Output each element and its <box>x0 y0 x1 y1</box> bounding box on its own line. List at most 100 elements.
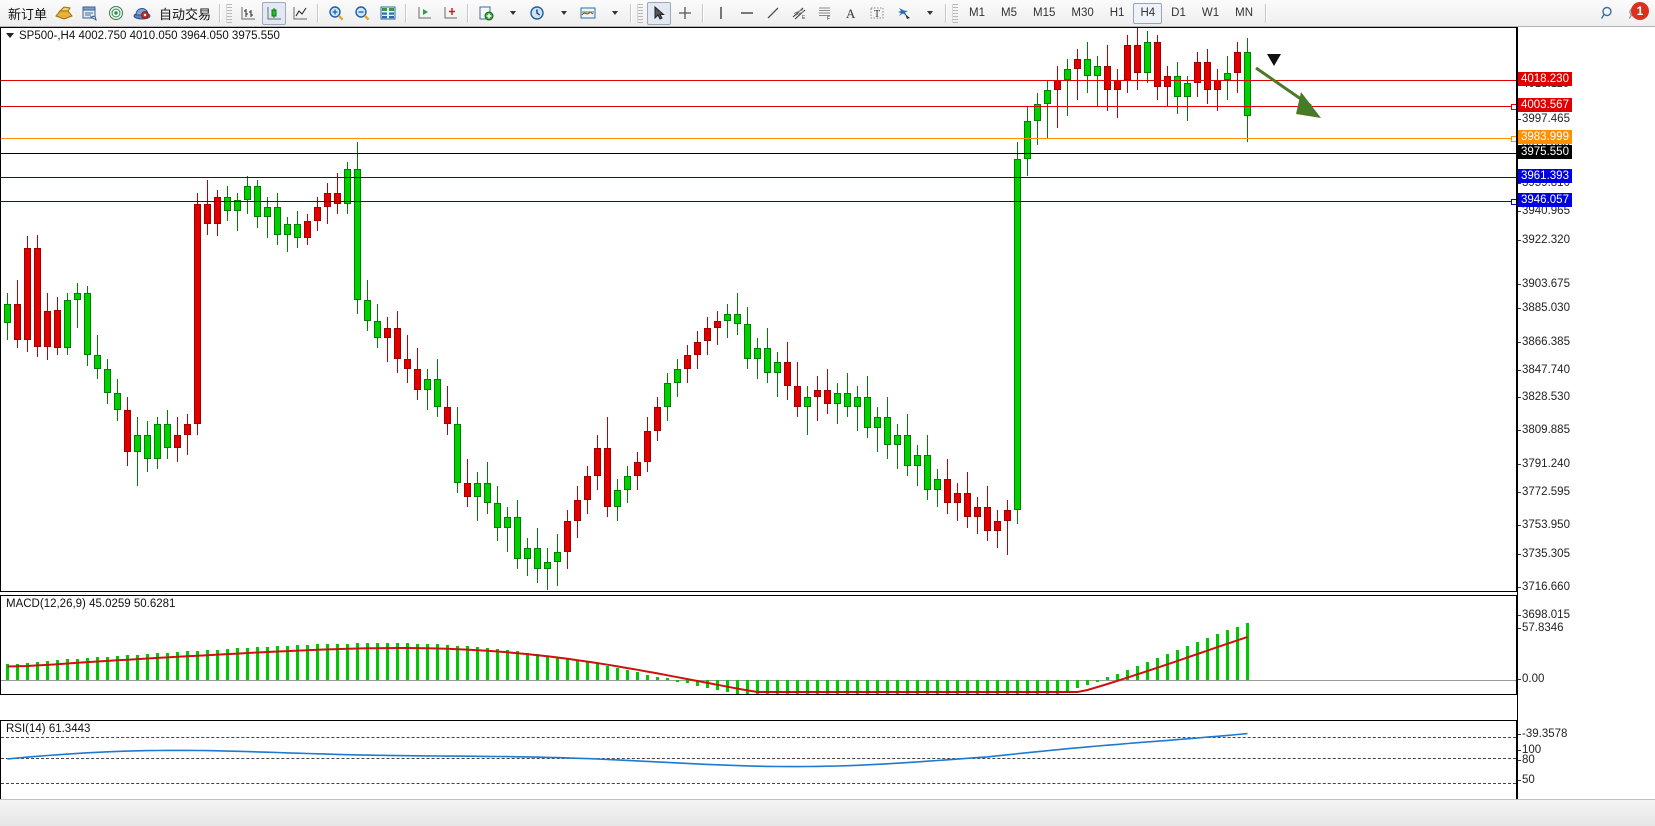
candle-body <box>644 431 651 463</box>
timeframe-mn[interactable]: MN <box>1235 7 1253 19</box>
macd-bar <box>926 680 929 694</box>
macd-bar <box>56 660 59 680</box>
candlestick <box>304 214 312 246</box>
macd-bar <box>1106 677 1109 680</box>
line-chart-icon[interactable] <box>288 2 312 25</box>
toolbar-grip[interactable] <box>226 3 233 23</box>
indicators-dropdown[interactable] <box>602 2 625 25</box>
cursor-icon[interactable] <box>647 1 672 25</box>
macd-bar <box>1166 654 1169 680</box>
level-line-resistance-upper[interactable] <box>1 80 1516 81</box>
indicators-icon[interactable] <box>576 2 600 25</box>
level-line-support-upper[interactable] <box>1 177 1516 178</box>
symbol-dropdown-icon[interactable] <box>6 33 14 38</box>
toolbar-separator <box>630 3 633 23</box>
price-tick: 3698.015 <box>1518 609 1570 621</box>
new-order-button[interactable]: 新订单 <box>8 6 48 22</box>
drawings-icon[interactable] <box>891 2 915 25</box>
macd-bar <box>876 680 879 694</box>
rsi-panel[interactable]: RSI(14) 61.3443 <box>0 720 1517 800</box>
bar-chart-icon[interactable] <box>236 2 260 25</box>
trendline-icon[interactable] <box>761 2 785 25</box>
data-window-icon[interactable] <box>376 2 400 25</box>
timeframe-m1[interactable]: M1 <box>969 7 986 19</box>
timeframe-dropdown[interactable] <box>551 2 574 25</box>
price-scale[interactable]: 4018.1103997.4653978.3553959.8103940.965… <box>1517 27 1655 826</box>
macd-bar <box>516 651 519 680</box>
candle-body <box>104 369 111 394</box>
macd-bar <box>626 670 629 680</box>
zoom-in-icon[interactable] <box>324 2 348 25</box>
fibonacci-icon[interactable]: F <box>813 2 837 25</box>
level-line-support-lower[interactable] <box>1 199 1516 205</box>
candlestick <box>184 413 192 456</box>
terminal-window-icon[interactable] <box>78 2 102 25</box>
candle-body <box>844 393 851 407</box>
macd-bar <box>336 643 339 680</box>
candlestick-chart-icon[interactable] <box>262 1 287 25</box>
price-tick: 3753.950 <box>1518 519 1570 531</box>
candle-body <box>584 475 591 500</box>
timeframe-m30[interactable]: M30 <box>1071 7 1094 19</box>
macd-bar <box>1196 642 1199 680</box>
candle-body <box>714 320 721 328</box>
macd-bar <box>296 645 299 680</box>
equidistant-channel-icon[interactable]: E <box>787 2 811 25</box>
alerts-icon[interactable]: 1 <box>1622 1 1650 25</box>
timeframe-h1[interactable]: H1 <box>1109 7 1125 19</box>
gold-bars-icon[interactable] <box>52 2 76 25</box>
level-handle[interactable] <box>1511 136 1516 142</box>
search-icon[interactable] <box>1596 2 1620 25</box>
new-chart-icon[interactable] <box>474 2 498 25</box>
macd-bar <box>106 656 109 680</box>
candlestick <box>1094 55 1102 108</box>
candlestick <box>664 372 672 421</box>
candle-wick <box>1067 59 1068 116</box>
candle-body <box>854 396 861 407</box>
autotrade-button[interactable]: 自动交易 <box>159 6 212 22</box>
vertical-line-icon[interactable] <box>709 2 733 25</box>
autotrade-hat-icon[interactable] <box>130 2 154 25</box>
price-tick: 3716.660 <box>1518 581 1570 593</box>
candle-body <box>364 300 371 321</box>
toolbar-grip[interactable] <box>952 3 959 23</box>
macd-bar <box>796 680 799 694</box>
candle-body <box>604 448 611 507</box>
autoscroll-icon[interactable] <box>438 2 462 25</box>
toolbar-grip[interactable] <box>637 3 644 23</box>
zoom-out-icon[interactable] <box>350 2 374 25</box>
timeframe-clock-icon[interactable] <box>525 2 549 25</box>
candle-body <box>374 320 381 339</box>
macd-panel[interactable]: MACD(12,26,9) 45.0259 50.6281 <box>0 595 1517 695</box>
text-tool-icon[interactable]: T <box>865 2 889 25</box>
candle-body <box>294 224 301 239</box>
horizontal-line-icon[interactable] <box>735 2 759 25</box>
timeframe-m5[interactable]: M5 <box>1001 7 1017 19</box>
timeframe-w1[interactable]: W1 <box>1201 7 1220 19</box>
crosshair-icon[interactable] <box>673 2 697 25</box>
candle-wick <box>187 413 188 456</box>
drawings-dropdown[interactable] <box>917 2 940 25</box>
timeframe-d1[interactable]: D1 <box>1171 7 1186 19</box>
rsi-line <box>7 732 1248 768</box>
candlestick <box>1224 55 1232 101</box>
level-line-pivot-orange[interactable] <box>1 136 1516 142</box>
candlestick <box>84 286 92 366</box>
chart-shift-icon[interactable] <box>412 2 436 25</box>
signals-radar-icon[interactable] <box>104 2 128 25</box>
level-handle[interactable] <box>1511 104 1516 110</box>
candlestick <box>344 162 352 215</box>
level-line-current-price[interactable] <box>1 153 1516 154</box>
price-chart-panel[interactable]: SP500-,H4 4002.750 4010.050 3964.050 397… <box>0 27 1517 592</box>
timeframe-m15[interactable]: M15 <box>1033 7 1056 19</box>
candle-body <box>354 169 361 301</box>
candlestick <box>274 193 282 246</box>
timeframe-h4[interactable]: H4 <box>1133 2 1163 24</box>
new-chart-dropdown[interactable] <box>500 2 523 25</box>
macd-bar <box>136 654 139 680</box>
candle-body <box>674 369 681 383</box>
macd-bar <box>636 672 639 680</box>
text-label-icon[interactable]: A <box>839 2 863 25</box>
level-line-resistance-main[interactable] <box>1 104 1516 110</box>
level-handle[interactable] <box>1511 199 1516 205</box>
